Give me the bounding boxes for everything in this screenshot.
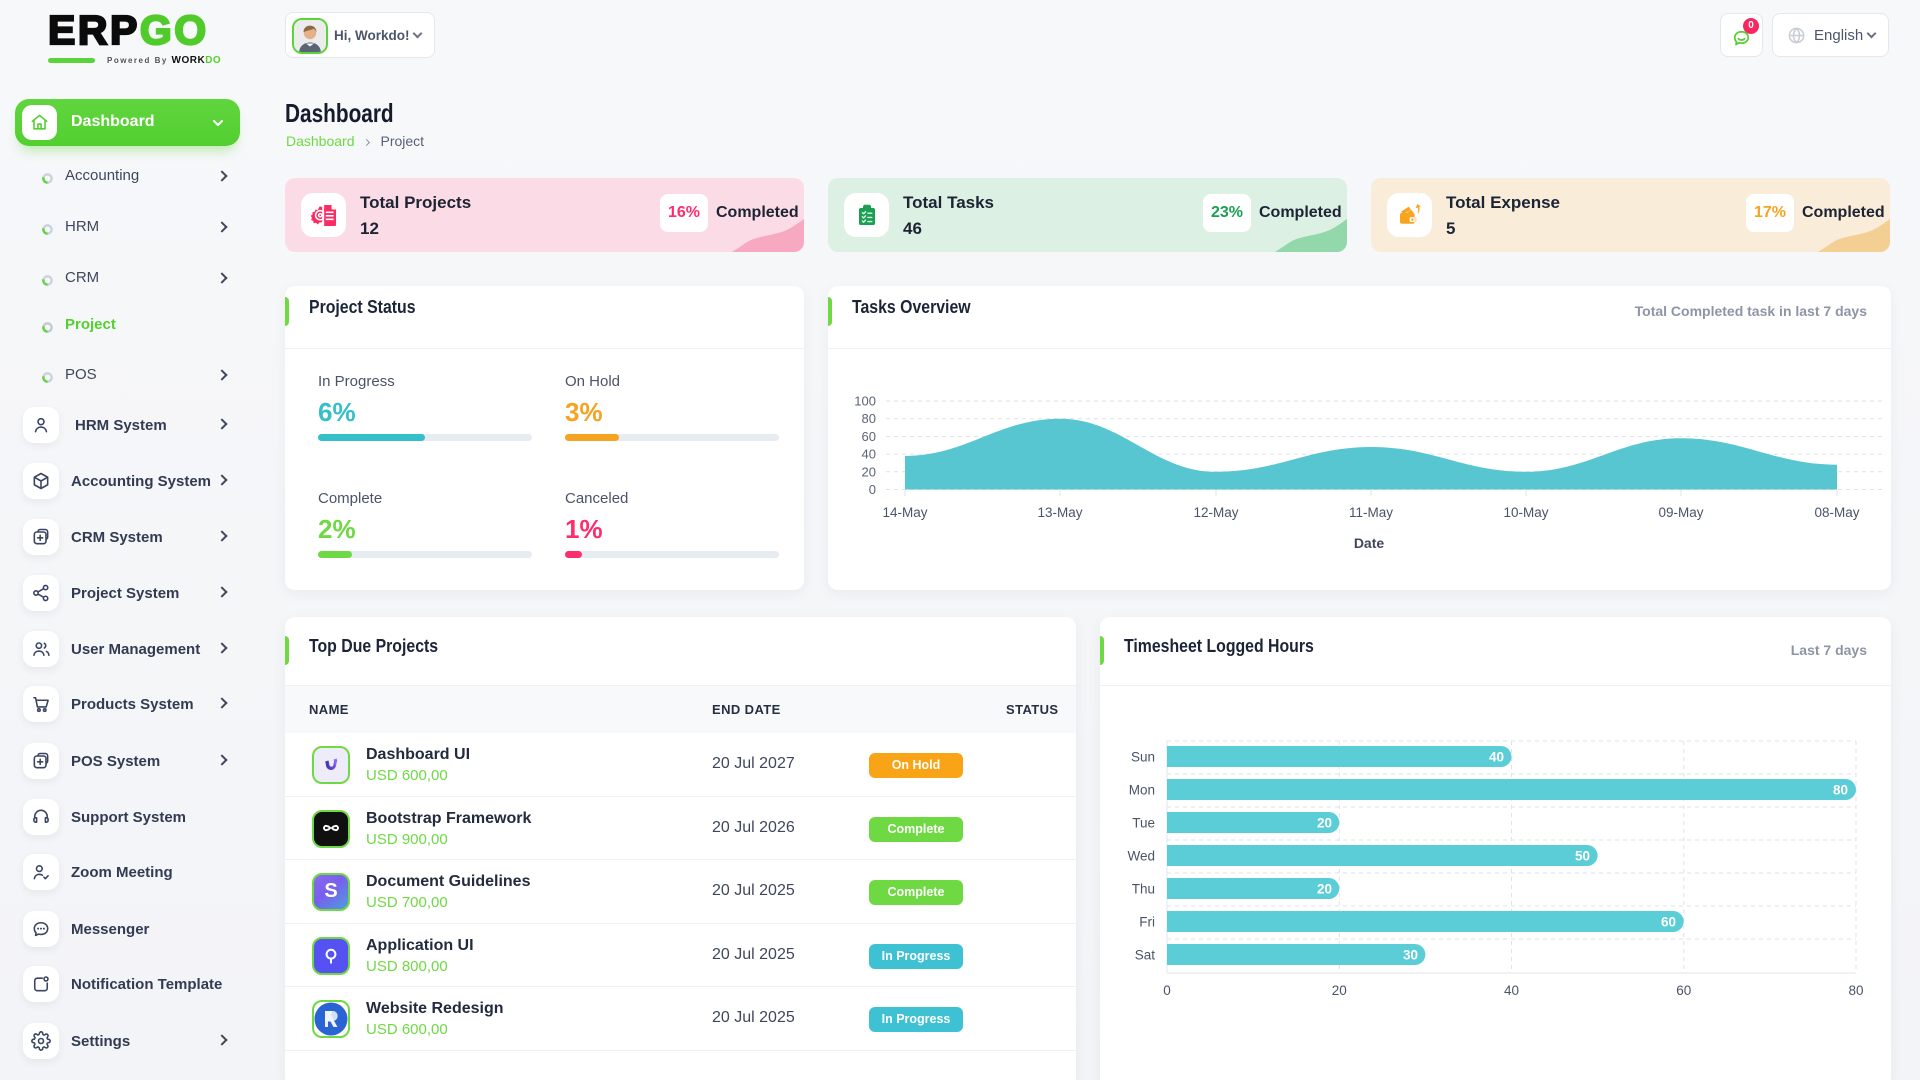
svg-text:40: 40	[1504, 983, 1519, 998]
svg-text:50: 50	[1575, 849, 1590, 864]
svg-text:Sun: Sun	[1131, 750, 1155, 765]
svg-text:0: 0	[1163, 983, 1171, 998]
svg-text:80: 80	[862, 411, 876, 426]
svg-text:08-May: 08-May	[1814, 505, 1859, 520]
svg-text:60: 60	[862, 429, 876, 444]
svg-text:60: 60	[1676, 983, 1691, 998]
svg-text:20: 20	[1317, 882, 1332, 897]
svg-text:13-May: 13-May	[1037, 505, 1082, 520]
svg-text:Sat: Sat	[1135, 948, 1156, 963]
svg-text:Thu: Thu	[1132, 882, 1155, 897]
svg-text:Fri: Fri	[1139, 915, 1155, 930]
svg-text:30: 30	[1403, 948, 1418, 963]
svg-text:20: 20	[1317, 816, 1332, 831]
svg-text:Date: Date	[1354, 535, 1385, 551]
svg-text:20: 20	[862, 464, 876, 479]
svg-text:20: 20	[1332, 983, 1347, 998]
svg-text:40: 40	[862, 447, 876, 462]
svg-text:60: 60	[1661, 915, 1676, 930]
svg-text:80: 80	[1848, 983, 1863, 998]
svg-text:80: 80	[1833, 783, 1848, 798]
svg-text:40: 40	[1489, 750, 1504, 765]
svg-text:10-May: 10-May	[1503, 505, 1548, 520]
svg-text:12-May: 12-May	[1193, 505, 1238, 520]
svg-text:100: 100	[854, 394, 876, 409]
svg-text:Mon: Mon	[1129, 783, 1155, 798]
svg-text:11-May: 11-May	[1349, 505, 1393, 520]
svg-text:Tue: Tue	[1132, 816, 1155, 831]
svg-text:Wed: Wed	[1127, 849, 1155, 864]
svg-text:0: 0	[869, 482, 876, 497]
svg-text:09-May: 09-May	[1658, 505, 1703, 520]
svg-text:14-May: 14-May	[882, 505, 927, 520]
